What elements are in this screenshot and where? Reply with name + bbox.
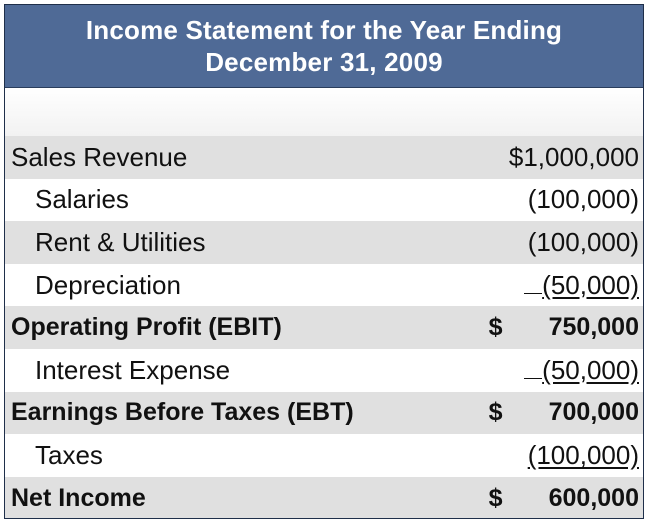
row-label: Sales Revenue — [11, 141, 188, 172]
row-amount: $ 600,000 — [489, 484, 639, 513]
row-amount: $ 700,000 — [489, 398, 639, 427]
row-label: Salaries — [35, 184, 129, 215]
row-label: Depreciation — [35, 269, 181, 300]
title-line-2: December 31, 2009 — [205, 47, 443, 77]
amount-text: 700,000 — [548, 398, 639, 427]
row-amount-underlined: (100,000) — [528, 440, 639, 471]
row-amount: (100,000) — [527, 226, 639, 257]
amount-text: (50,000) — [542, 354, 639, 385]
title-line-1: Income Statement for the Year Ending — [85, 15, 563, 45]
amount-text: (100,000) — [527, 439, 639, 470]
amount-text: (50,000) — [542, 269, 639, 300]
row-operating-profit: Operating Profit (EBIT) $ 750,000 — [5, 306, 643, 349]
header-spacer — [5, 88, 643, 136]
row-label: Interest Expense — [35, 354, 231, 385]
row-rent-utilities: Rent & Utilities (100,000) — [5, 221, 643, 264]
row-label: Operating Profit (EBIT) — [11, 313, 282, 342]
amount-text: 750,000 — [548, 313, 639, 342]
row-label: Earnings Before Taxes (EBT) — [11, 398, 354, 427]
row-sales-revenue: Sales Revenue $1,000,000 — [5, 136, 643, 179]
row-depreciation: Depreciation (50,000) — [5, 264, 643, 307]
amount-text: 600,000 — [548, 483, 639, 512]
income-statement-table: Income Statement for the Year Ending Dec… — [4, 4, 644, 519]
row-label: Rent & Utilities — [35, 226, 206, 257]
row-earnings-before-taxes: Earnings Before Taxes (EBT) $ 700,000 — [5, 391, 643, 435]
underline-lead — [524, 271, 543, 294]
dollar-sign: $ — [488, 313, 503, 342]
underline-lead — [524, 356, 543, 379]
row-amount-underlined: (50,000) — [524, 270, 639, 301]
row-taxes: Taxes (100,000) — [5, 434, 643, 477]
row-amount: $ 750,000 — [489, 313, 639, 342]
row-amount: (100,000) — [527, 184, 639, 215]
row-label: Net Income — [11, 483, 146, 512]
dollar-sign: $ — [488, 398, 503, 427]
row-amount: $1,000,000 — [508, 141, 639, 172]
row-salaries: Salaries (100,000) — [5, 179, 643, 222]
row-net-income: Net Income $ 600,000 — [5, 476, 643, 518]
table-header: Income Statement for the Year Ending Dec… — [5, 5, 643, 88]
dollar-sign: $ — [488, 483, 503, 512]
row-label: Taxes — [35, 439, 103, 470]
row-interest-expense: Interest Expense (50,000) — [5, 349, 643, 392]
row-amount-underlined: (50,000) — [524, 355, 639, 386]
